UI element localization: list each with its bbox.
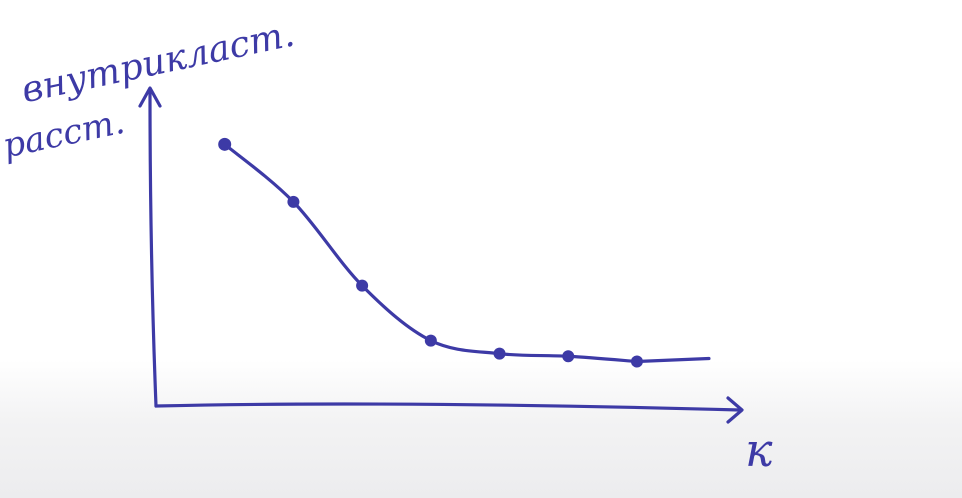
- x-axis-arrow: [726, 396, 744, 424]
- series-line-0: [223, 142, 711, 364]
- data-point-5: [493, 347, 506, 360]
- data-point-7: [630, 355, 643, 368]
- x-axis-label: к: [745, 423, 773, 477]
- y-axis-label-group: внутрикласт. расст.: [0, 14, 298, 167]
- data-point-3: [356, 279, 369, 292]
- data-point-4: [424, 334, 437, 347]
- data-point-1: [218, 137, 232, 151]
- y-axis-line: [148, 90, 158, 408]
- y-axis-label-line-2: расст.: [0, 102, 128, 167]
- data-point-6: [562, 350, 575, 363]
- data-point-2: [287, 195, 300, 208]
- y-axis-arrow: [138, 86, 162, 108]
- y-axis-label-line-1: внутрикласт.: [18, 14, 298, 112]
- series-layer: [218, 137, 711, 368]
- x-axis-line: [154, 402, 742, 412]
